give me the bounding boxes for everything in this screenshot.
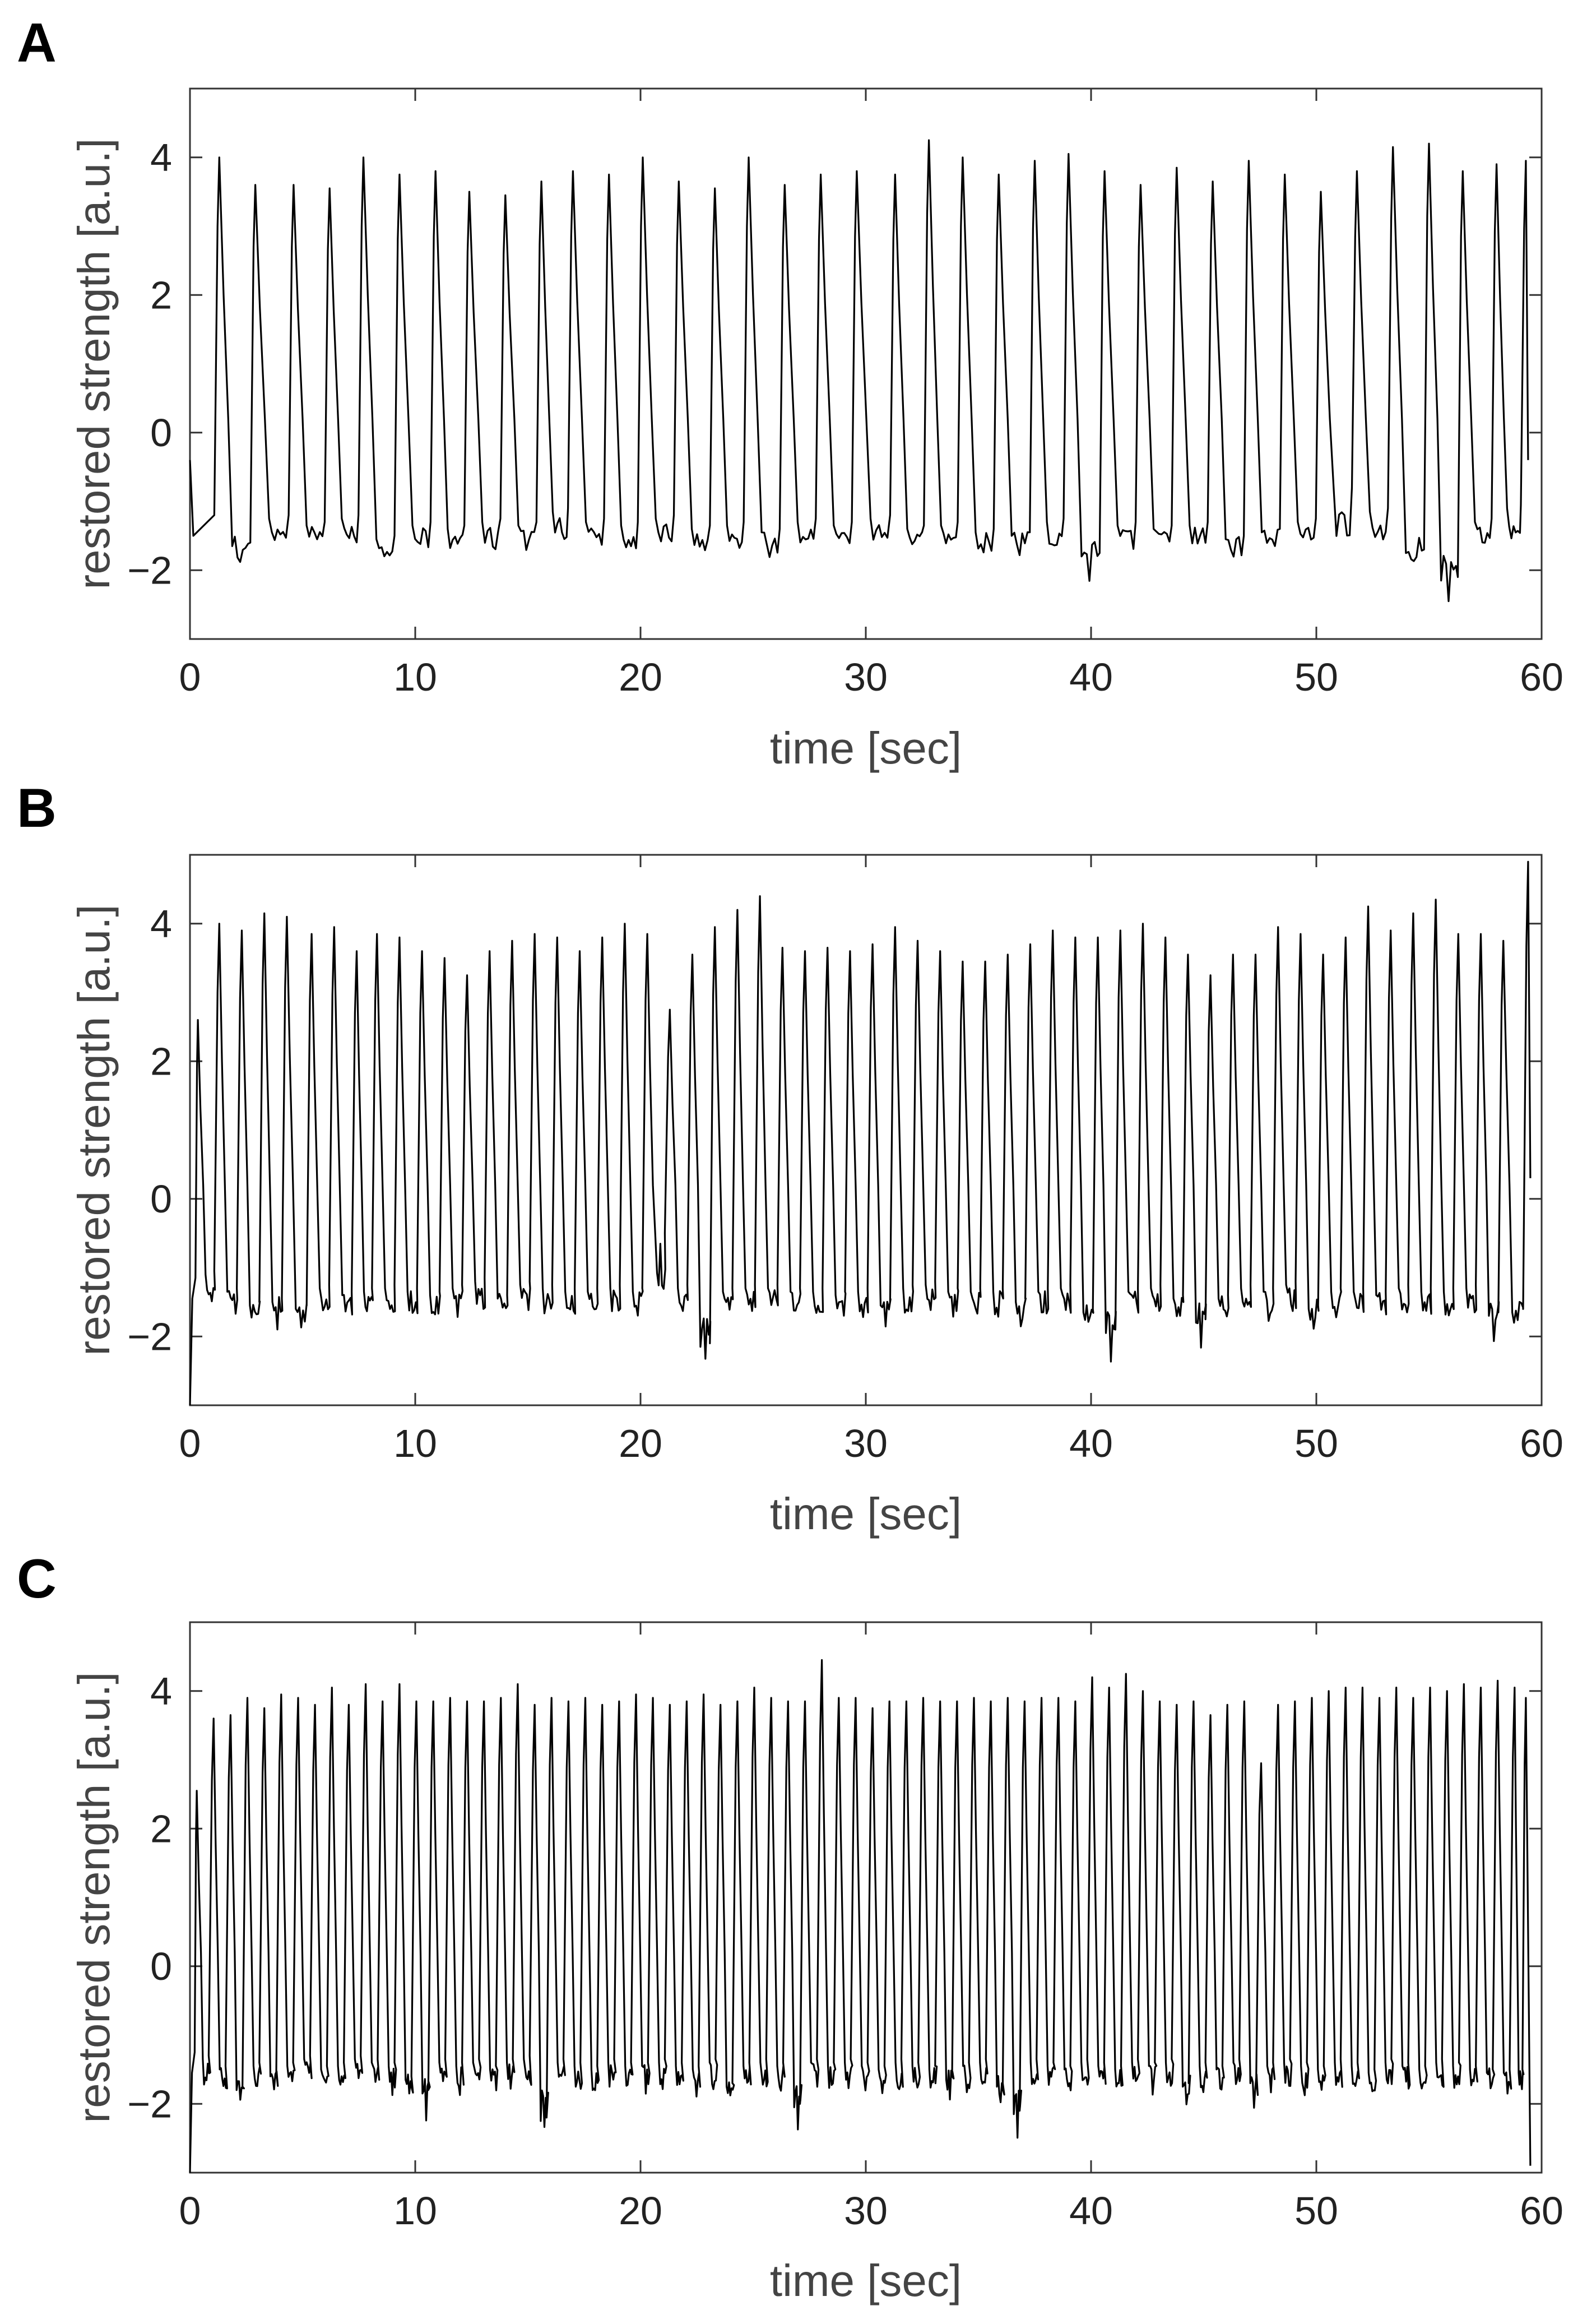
panel-c-y-tick-label: 2 — [150, 1807, 172, 1850]
panel-a-x-tick-label: 10 — [393, 655, 437, 699]
panel-c-x-tick-label: 10 — [393, 2189, 437, 2233]
panel-a-x-tick-labels: 0 10 20 30 40 50 60 — [179, 655, 1563, 699]
panel-c-x-tick-label: 0 — [179, 2189, 201, 2233]
panel-b-x-tick-label: 10 — [393, 1422, 437, 1465]
panel-b-y-tick-label: −2 — [127, 1314, 172, 1358]
panel-c-x-tick-labels: 0 10 20 30 40 50 60 — [179, 2189, 1563, 2233]
panel-b-letter: B — [17, 777, 57, 839]
panel-b-x-tick-label: 40 — [1069, 1422, 1113, 1465]
panel-b-trace — [189, 860, 1532, 1406]
panel-a-x-tick-label: 40 — [1069, 655, 1113, 699]
panel-a-y-axis-label: restored strength [a.u.] — [69, 138, 119, 590]
panel-b-x-tick-label: 0 — [179, 1422, 201, 1465]
panel-b-x-tick-label: 30 — [844, 1422, 888, 1465]
panel-c-x-tick-label: 60 — [1520, 2189, 1563, 2233]
panel-c: C 0 10 20 30 40 50 60 −2 0 2 4 time [sec] restore… — [17, 1548, 1563, 2306]
panel-c-letter: C — [17, 1548, 57, 1609]
panel-c-x-axis-label: time [sec] — [770, 2256, 962, 2306]
panel-a-y-tick-label: −2 — [127, 548, 172, 592]
panel-c-x-tick-label: 30 — [844, 2189, 888, 2233]
panel-a-x-tick-label: 20 — [619, 655, 662, 699]
panel-c-x-tick-label: 40 — [1069, 2189, 1113, 2233]
panel-b-plot-frame — [189, 854, 1543, 1406]
panel-b-x-tick-label: 60 — [1520, 1422, 1563, 1465]
panel-a-x-tick-label: 30 — [844, 655, 888, 699]
panel-b-x-tick-label: 20 — [619, 1422, 662, 1465]
panel-a: A 0 10 20 30 40 50 60 −2 0 2 4 time [sec] restore… — [17, 12, 1563, 773]
panel-a-x-tick-label: 50 — [1294, 655, 1338, 699]
panel-a-letter: A — [17, 12, 57, 73]
panel-a-y-tick-label: 0 — [150, 411, 172, 455]
panel-b-y-tick-label: 2 — [150, 1039, 172, 1083]
panel-a-x-axis-label: time [sec] — [770, 723, 962, 773]
panel-c-y-tick-label: −2 — [127, 2082, 172, 2126]
panel-c-y-tick-labels: −2 0 2 4 — [127, 1669, 172, 2126]
panel-b-y-tick-label: 0 — [150, 1177, 172, 1221]
panel-a-y-tick-label: 4 — [150, 136, 172, 179]
panel-a-x-tick-label: 0 — [179, 655, 201, 699]
panel-b-y-tick-label: 4 — [150, 902, 172, 946]
panel-a-plot-frame — [189, 87, 1543, 640]
panel-c-x-tick-label: 20 — [619, 2189, 662, 2233]
panel-b: B 0 10 20 30 40 50 60 −2 0 2 4 time [sec] restore… — [17, 777, 1563, 1539]
panel-c-y-tick-label: 0 — [150, 1945, 172, 1988]
panel-b-x-tick-label: 50 — [1294, 1422, 1338, 1465]
panel-c-y-tick-label: 4 — [150, 1669, 172, 1713]
panel-a-y-tick-label: 2 — [150, 273, 172, 317]
panel-b-x-tick-labels: 0 10 20 30 40 50 60 — [179, 1422, 1563, 1465]
panel-a-y-tick-labels: −2 0 2 4 — [127, 136, 172, 592]
panel-c-y-axis-label: restored strength [a.u.] — [69, 1672, 119, 2123]
panel-b-y-tick-labels: −2 0 2 4 — [127, 902, 172, 1359]
panel-b-y-axis-label: restored strength [a.u.] — [69, 905, 119, 1356]
panel-a-x-tick-label: 60 — [1520, 655, 1563, 699]
panel-c-trace — [189, 1659, 1532, 2173]
panel-c-x-tick-label: 50 — [1294, 2189, 1338, 2233]
panel-a-ticks — [189, 89, 1543, 639]
panel-b-ticks — [189, 855, 1543, 1405]
panel-a-trace — [189, 139, 1529, 603]
panel-b-x-axis-label: time [sec] — [770, 1489, 962, 1539]
